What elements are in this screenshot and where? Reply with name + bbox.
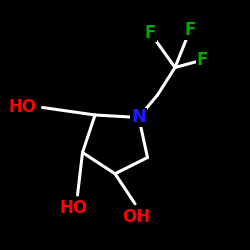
Text: F: F: [144, 24, 156, 42]
Text: HO: HO: [60, 199, 88, 217]
Text: F: F: [197, 51, 208, 69]
Text: OH: OH: [122, 208, 150, 226]
Text: HO: HO: [8, 98, 36, 116]
Text: N: N: [131, 108, 146, 126]
Text: F: F: [184, 21, 196, 39]
